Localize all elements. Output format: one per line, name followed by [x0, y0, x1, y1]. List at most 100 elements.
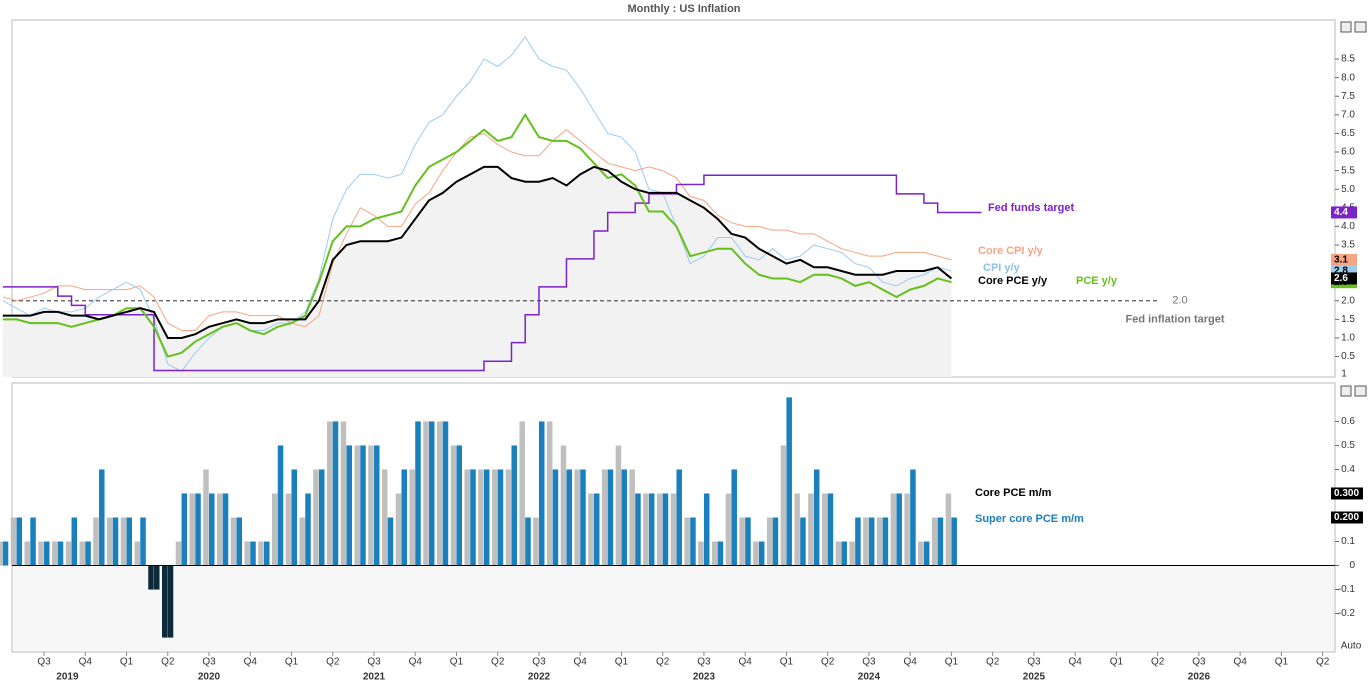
x-tick-label: Q1 [1110, 657, 1124, 668]
y-tick-label: 3.5 [1341, 240, 1355, 251]
bar [373, 445, 380, 566]
bar [910, 469, 916, 566]
bar [684, 517, 690, 566]
bar [766, 517, 773, 566]
bar [717, 541, 724, 566]
bar [560, 445, 567, 566]
bar [574, 469, 580, 566]
y-tick-label: 2.0 [1341, 295, 1355, 306]
y-tick-label: 0.5 [1341, 440, 1355, 451]
last-value-label: 2.8 [1334, 266, 1348, 277]
year-label: 2020 [198, 672, 221, 683]
series-label: Super core PCE m/m [975, 513, 1084, 525]
bar [332, 421, 339, 566]
bar [607, 469, 614, 566]
x-tick-label: Q4 [1233, 657, 1247, 668]
bar [470, 469, 476, 566]
x-tick-label: Q1 [1275, 657, 1289, 668]
bar [271, 493, 278, 566]
bar [222, 493, 229, 566]
x-tick-label: Q3 [1192, 657, 1206, 668]
bar [497, 469, 504, 566]
bar [588, 493, 594, 566]
y-tick-label: 0.5 [1341, 351, 1355, 362]
bar [923, 541, 930, 566]
bar [538, 421, 545, 566]
x-tick-label: Q1 [450, 657, 464, 668]
bar [533, 517, 539, 566]
bar [2, 541, 9, 566]
y-tick-label: 7.5 [1341, 91, 1355, 102]
y-tick-label: 6.5 [1341, 128, 1355, 139]
bar [285, 493, 292, 566]
last-value-box [1331, 511, 1363, 524]
bar [195, 493, 201, 566]
bar [120, 517, 127, 566]
bar [354, 445, 360, 566]
bar [291, 469, 298, 566]
bar [423, 421, 429, 566]
bar [456, 445, 462, 566]
bar [415, 421, 421, 566]
x-tick-label: Q2 [986, 657, 1000, 668]
bar [409, 469, 415, 566]
bar [0, 541, 3, 566]
x-tick-label: Q2 [161, 657, 175, 668]
bar [890, 493, 897, 566]
year-label: 2021 [363, 672, 386, 683]
x-tick-label: Q1 [120, 657, 134, 668]
bar [107, 517, 113, 566]
x-tick-label: Q4 [1068, 657, 1082, 668]
maximize-button[interactable] [1340, 21, 1352, 33]
bar [863, 517, 869, 566]
last-value-box [1331, 253, 1357, 266]
bar [841, 541, 847, 566]
x-tick-label: Q1 [615, 657, 629, 668]
bar [552, 469, 559, 566]
x-tick-label: Q3 [1027, 657, 1041, 668]
bar [505, 469, 512, 566]
line [2, 174, 982, 372]
series-label: PCE y/y [1076, 275, 1118, 287]
bar [71, 517, 78, 566]
bar [855, 517, 861, 566]
bar [140, 517, 146, 566]
bar [250, 541, 256, 566]
y-tick-label: 8.0 [1341, 72, 1355, 83]
bar [313, 469, 319, 566]
x-tick-label: Q4 [904, 657, 918, 668]
close-button[interactable] [1354, 21, 1367, 33]
bar [161, 565, 168, 638]
bar [951, 517, 957, 566]
bar [525, 517, 531, 566]
bar [918, 541, 924, 566]
bar [189, 493, 195, 566]
bar [52, 541, 58, 566]
bar [483, 469, 490, 566]
last-value-box [1331, 487, 1363, 500]
x-tick-label: Q2 [1151, 657, 1165, 668]
bar [690, 517, 696, 566]
bar [209, 493, 215, 566]
bar [566, 469, 572, 566]
reference-value: 2.0 [1172, 295, 1187, 307]
y-tick-label: 8.5 [1341, 54, 1355, 65]
bar [629, 469, 635, 566]
bar [601, 469, 608, 566]
bar [134, 541, 140, 566]
bar [876, 517, 883, 566]
bar [758, 541, 765, 566]
x-tick-label: Q4 [574, 657, 588, 668]
x-tick-label: Q4 [79, 657, 93, 668]
maximize-button[interactable] [1340, 385, 1352, 397]
y-tick-label: 7.0 [1341, 109, 1355, 120]
bar [780, 445, 787, 566]
close-button[interactable] [1354, 385, 1367, 397]
bar [937, 517, 944, 566]
negative-region [13, 565, 1334, 651]
last-value-label: 0.300 [1334, 488, 1359, 499]
bar [244, 541, 250, 566]
line [2, 112, 952, 358]
bar [896, 493, 902, 566]
